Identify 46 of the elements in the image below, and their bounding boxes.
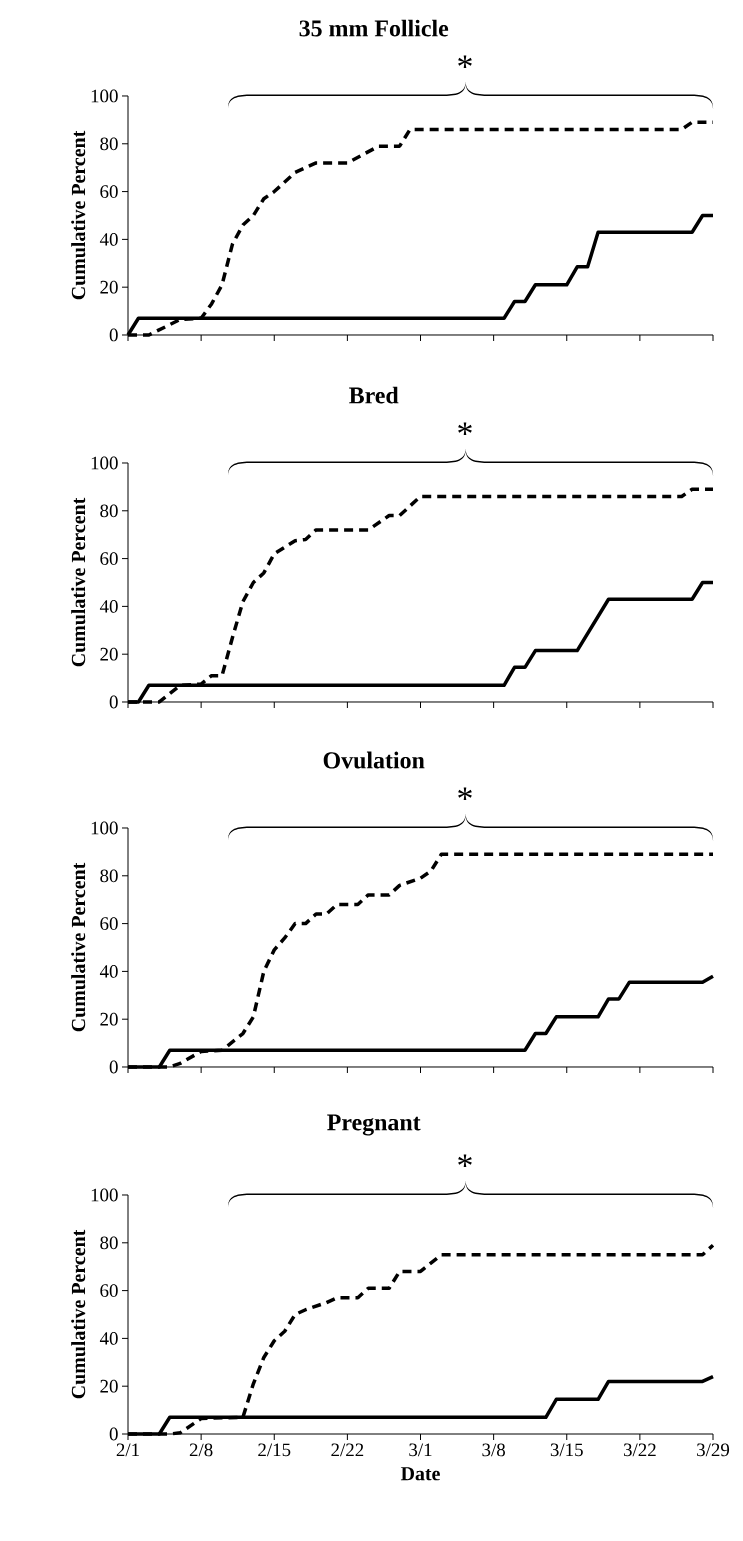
x-tick-label: 3/1 bbox=[409, 1443, 432, 1457]
y-axis-title: Cumulative Percent bbox=[71, 497, 86, 667]
chart-title: 35 mm Follicle bbox=[299, 19, 449, 37]
y-axis-title: Cumulative Percent bbox=[71, 1229, 86, 1399]
x-tick-label: 3/8 bbox=[482, 1443, 505, 1457]
x-tick-label: 2/15 bbox=[258, 1443, 291, 1457]
y-tick-label: 40 bbox=[99, 600, 118, 613]
text: * bbox=[458, 55, 472, 69]
chart-title: Pregnant bbox=[327, 1114, 421, 1136]
text: * bbox=[458, 422, 472, 436]
y-tick-label: 0 bbox=[109, 1427, 118, 1441]
y-tick-label: 40 bbox=[99, 965, 118, 978]
y-tick-label: 80 bbox=[100, 137, 118, 151]
y-tick-label: 40 bbox=[99, 233, 118, 246]
y-axis-title: Cumulative Percent bbox=[71, 130, 86, 300]
y-tick-label: 80 bbox=[100, 1236, 118, 1250]
y-tick-label: 40 bbox=[99, 1332, 118, 1345]
y-tick-label: 0 bbox=[109, 1060, 118, 1074]
y-tick-label: 20 bbox=[100, 280, 118, 294]
x-tick-label: 3/15 bbox=[550, 1443, 583, 1457]
text: * bbox=[458, 787, 472, 801]
chart-title: Bred bbox=[349, 386, 399, 404]
y-tick-label: 0 bbox=[109, 328, 118, 342]
y-tick-label: 20 bbox=[100, 1012, 118, 1026]
x-tick-label: 3/29 bbox=[697, 1443, 730, 1457]
y-tick-label: 100 bbox=[91, 89, 118, 103]
x-tick-label: 2/1 bbox=[116, 1443, 139, 1457]
text: * bbox=[458, 1154, 472, 1168]
y-tick-label: 80 bbox=[100, 869, 118, 883]
y-tick-label: 60 bbox=[100, 552, 118, 565]
y-tick-label: 60 bbox=[100, 917, 118, 930]
y-tick-label: 100 bbox=[91, 456, 118, 470]
x-axis-title: Date bbox=[400, 1467, 440, 1481]
y-tick-label: 100 bbox=[91, 821, 118, 835]
y-tick-label: 20 bbox=[100, 647, 118, 661]
y-tick-label: 100 bbox=[91, 1188, 118, 1202]
chart-title: Ovulation bbox=[323, 751, 425, 769]
y-tick-label: 60 bbox=[100, 185, 118, 198]
y-tick-label: 0 bbox=[109, 695, 118, 709]
y-tick-label: 60 bbox=[100, 1284, 118, 1297]
x-tick-label: 3/22 bbox=[623, 1443, 656, 1457]
y-tick-label: 80 bbox=[100, 504, 118, 518]
y-axis-title: Cumulative Percent bbox=[71, 862, 86, 1032]
x-tick-label: 2/22 bbox=[331, 1443, 364, 1457]
x-tick-label: 2/8 bbox=[189, 1443, 213, 1457]
y-tick-label: 20 bbox=[100, 1379, 118, 1393]
